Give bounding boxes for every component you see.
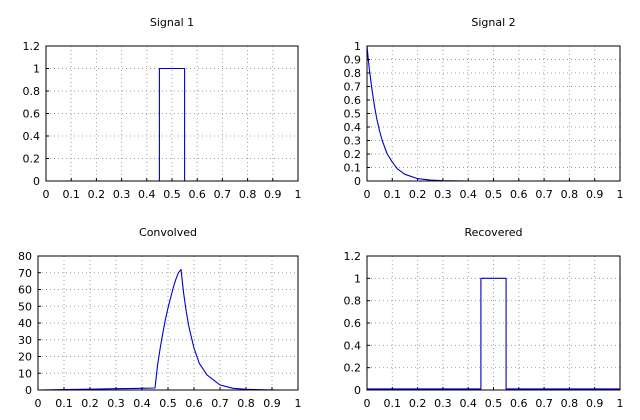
signal-1-y-tick-label: 1.2 [23, 40, 41, 53]
signal-2-x-tick-label: 1 [617, 188, 624, 201]
signal-1-x-tick-label: 0.3 [113, 188, 131, 201]
convolved-y-tick-label: 40 [18, 317, 32, 330]
convolved-x-tick-label: 0.4 [133, 397, 151, 410]
recovered-y-tick-label: 0 [354, 384, 361, 397]
recovered-y-tick-label: 0.4 [344, 339, 362, 352]
signal-2-x-tick-label: 0.6 [510, 188, 528, 201]
signal-2-x-tick-label: 0.7 [535, 188, 553, 201]
signal-2-y-tick-label: 0.7 [344, 81, 362, 94]
signal-1-x-tick-label: 0.8 [239, 188, 257, 201]
signal-1-x-tick-label: 0.5 [163, 188, 181, 201]
convolved-y-tick-label: 30 [18, 334, 32, 347]
signal-2-x-tick-label: 0.1 [384, 188, 402, 201]
signal-2-y-tick-label: 0.9 [344, 54, 362, 67]
signal-1-y-tick-label: 0.2 [23, 153, 41, 166]
signal-2-title: Signal 2 [471, 16, 515, 29]
convolved-x-tick-label: 0.9 [263, 397, 281, 410]
signal-2-y-tick-label: 1 [354, 40, 361, 53]
signal-1-x-tick-label: 0.4 [138, 188, 156, 201]
signal-2-y-tick-label: 0.3 [344, 135, 362, 148]
signal-2-y-tick-label: 0 [354, 175, 361, 188]
convolved-y-tick-label: 80 [18, 250, 32, 263]
recovered-y-tick-label: 0.6 [344, 317, 362, 330]
signal-1-y-tick-label: 0 [33, 175, 40, 188]
signal-1-y-tick-label: 1 [33, 63, 40, 76]
convolved-y-tick-label: 20 [18, 351, 32, 364]
convolved-x-tick-label: 0.5 [159, 397, 177, 410]
signal-1-x-tick-label: 0.6 [188, 188, 206, 201]
convolved-y-tick-label: 10 [18, 367, 32, 380]
signal-1-x-tick-label: 1 [295, 188, 302, 201]
signal-2-chart: Signal 20 0.1 0.2 0.3 0.4 0.5 0.6 0.7 0.8 0.9 100.… [344, 16, 624, 201]
convolved-x-tick-label: 0.6 [185, 397, 203, 410]
convolved-x-tick-label: 0.8 [237, 397, 255, 410]
signal-1-x-tick-label: 0.9 [264, 188, 282, 201]
recovered-x-tick-label: 0.9 [586, 397, 604, 410]
convolved-series-line [37, 268, 280, 391]
convolved-y-tick-label: 70 [18, 267, 32, 280]
signal-1-x-tick-label: 0 [43, 188, 50, 201]
recovered-x-tick-label: 0.7 [535, 397, 553, 410]
signal-1-series-line [46, 67, 298, 182]
convolved-x-tick-label: 0.3 [107, 397, 125, 410]
convolved-x-tick-label: 0.1 [55, 397, 73, 410]
recovered-x-tick-label: 0.5 [485, 397, 503, 410]
signal-1-chart: Signal 1 0 0.1 0.2 0.3 0.4 0.5 0.6 0.7 0.8 0.9 1 0 0.… [23, 16, 302, 201]
convolved-x-tick-label: 1 [295, 397, 302, 410]
convolved-y-tick-label: 50 [18, 300, 32, 313]
recovered-x-tick-label: 0.6 [510, 397, 528, 410]
convolved-y-tick-label: 60 [18, 284, 32, 297]
recovered-x-tick-label: 0.4 [459, 397, 477, 410]
signal-1-x-tick-label: 0.1 [62, 188, 80, 201]
recovered-x-tick-label: 0.8 [561, 397, 579, 410]
recovered-y-tick-label: 1.2 [344, 250, 362, 263]
signal-1-title: Signal 1 [150, 16, 194, 29]
signal-1-y-tick-label: 0.8 [23, 85, 41, 98]
signal-2-x-tick-label: 0.9 [586, 188, 604, 201]
signal-2-y-tick-label: 0.2 [344, 148, 362, 161]
recovered-series-line [367, 277, 620, 390]
recovered-x-tick-label: 0.1 [384, 397, 402, 410]
signal-1-y-tick-label: 0.4 [23, 130, 41, 143]
recovered-x-tick-label: 1 [617, 397, 624, 410]
signal-1-x-tick-label: 0.7 [214, 188, 232, 201]
convolved-x-tick-label: 0.7 [211, 397, 229, 410]
signal-2-x-tick-label: 0 [364, 188, 371, 201]
recovered-x-tick-label: 0.2 [409, 397, 427, 410]
convolved-x-tick-label: 0.2 [81, 397, 99, 410]
recovered-chart: Recovered 0 0.1 0.2 0.3 0.4 0.5 0.6 0.7 0.8 0.9 1 0 0… [344, 226, 624, 410]
signal-2-x-tick-label: 0.5 [485, 188, 503, 201]
signal-1-y-tick-label: 0.6 [23, 108, 41, 121]
signal-2-y-tick-label: 0.4 [344, 121, 362, 134]
recovered-x-tick-label: 0.3 [434, 397, 452, 410]
recovered-y-tick-label: 0.2 [344, 362, 362, 375]
recovered-x-tick-label: 0 [364, 397, 371, 410]
convolved-x-tick-label: 0 [35, 397, 42, 410]
recovered-y-tick-label: 1 [354, 272, 361, 285]
recovered-title: Recovered [464, 226, 522, 239]
signal-2-y-tick-label: 0.5 [344, 108, 362, 121]
signal-2-x-tick-label: 0.3 [434, 188, 452, 201]
signal-2-y-tick-label: 0.8 [344, 67, 362, 80]
signal-2-y-tick-label: 0.6 [344, 94, 362, 107]
signal-2-y-tick-label: 0.1 [344, 162, 362, 175]
convolved-title: Convolved [139, 226, 197, 239]
signal-2-x-tick-label: 0.8 [561, 188, 579, 201]
convolved-y-tick-label: 0 [25, 384, 32, 397]
signal-1-x-tick-label: 0.2 [88, 188, 106, 201]
signal-2-x-tick-label: 0.2 [409, 188, 427, 201]
signal-2-x-tick-label: 0.4 [459, 188, 477, 201]
recovered-y-tick-label: 0.8 [344, 295, 362, 308]
